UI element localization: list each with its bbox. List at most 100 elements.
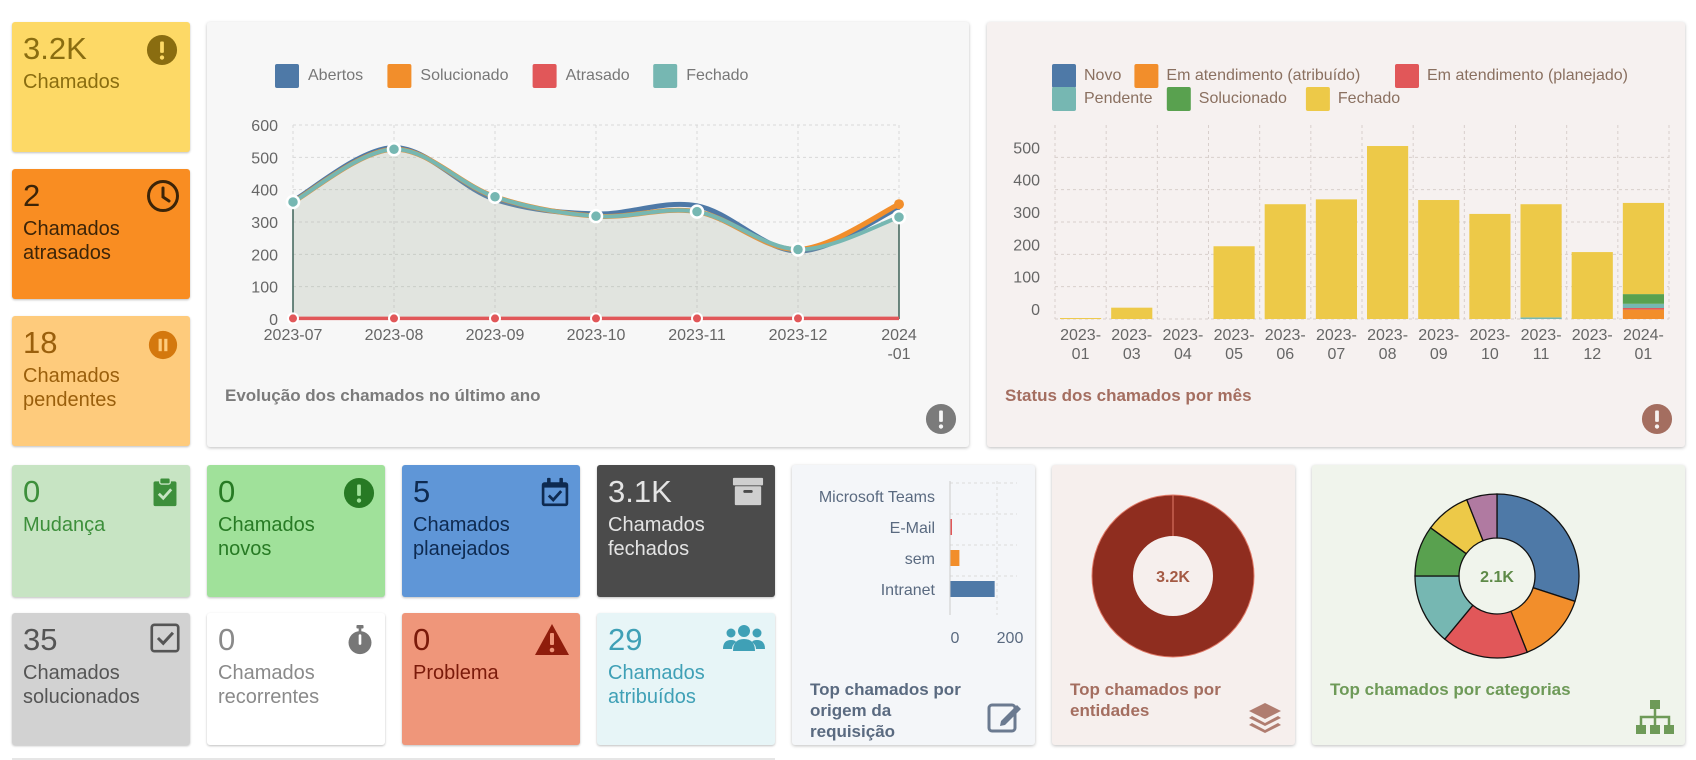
- calendar-check-icon: [541, 477, 569, 507]
- legend-label: Em atendimento (atribuído): [1166, 67, 1360, 84]
- kpi-fechados[interactable]: 3.1K Chamados fechados: [597, 465, 775, 597]
- kpi-chamados[interactable]: 3.2K Chamados: [12, 22, 190, 152]
- x-tick-label: 2023-: [1111, 327, 1152, 344]
- x-tick-label: 2023-: [1214, 327, 1255, 344]
- series-area-fechado: [293, 149, 899, 319]
- x-tick-label: 2023-: [1060, 327, 1101, 344]
- x-tick-label: 2023-11: [668, 327, 726, 344]
- kpi-atrasados[interactable]: 2 Chamados atrasados: [12, 169, 190, 299]
- y-tick-label: 500: [1013, 140, 1040, 157]
- data-point-fechado: [891, 209, 907, 225]
- kpi-label: Chamados atribuídos: [608, 662, 705, 708]
- origem-hbar-chart: Microsoft Teams E-Mail sem Intranet 0 200: [819, 481, 1024, 647]
- bar-segment-fechado: [1315, 199, 1357, 319]
- legend-label: Fechado: [1338, 90, 1400, 107]
- kpi-atribuidos[interactable]: 29 Chamados atribuídos: [597, 613, 775, 745]
- kpi-label: Chamados planejados: [413, 514, 510, 560]
- x-tick-label: 2023-: [1572, 327, 1613, 344]
- clipboard-check-icon: [153, 477, 177, 507]
- y-tick-label: 0: [269, 312, 278, 329]
- kpi-label: Chamados recorrentes: [218, 662, 320, 708]
- x-tick-label: 2023-: [1521, 327, 1562, 344]
- x-tick-label: 2023-: [1469, 327, 1510, 344]
- kpi-value: 5: [413, 474, 431, 509]
- category-label: sem: [905, 551, 935, 568]
- exclamation-circle-icon[interactable]: [925, 403, 957, 435]
- donut-slice: [1465, 493, 1498, 542]
- pause-circle-icon: [148, 330, 178, 360]
- kpi-pendentes[interactable]: 18 Chamados pendentes: [12, 316, 190, 446]
- edit-icon[interactable]: [987, 699, 1023, 735]
- legend-swatch: [653, 64, 678, 88]
- legend-swatch: [1052, 87, 1076, 111]
- bar: [950, 519, 952, 535]
- y-tick-label: 400: [251, 183, 278, 200]
- kpi-mudanca[interactable]: 0 Mudança: [12, 465, 190, 597]
- x-tick-label: 2023-12: [769, 327, 828, 344]
- bar-segment-fechado: [1520, 204, 1562, 318]
- exclamation-circle-icon[interactable]: [1641, 403, 1673, 435]
- category-label: Intranet: [881, 582, 936, 599]
- y-tick-label: 100: [1013, 270, 1040, 287]
- status-bar-chart: Novo Em atendimento (atribuído) Em atendim…: [1013, 64, 1670, 363]
- kpi-solucionados[interactable]: 35 Chamados solucionados: [12, 613, 190, 745]
- entidades-donut-chart: 3.2K: [1091, 494, 1255, 658]
- data-point-fechado: [588, 208, 604, 224]
- legend-label: Em atendimento (planejado): [1427, 67, 1628, 84]
- kpi-novos[interactable]: 0 Chamados novos: [207, 465, 385, 597]
- legend-swatch: [1395, 64, 1419, 88]
- panel-evolucao-chamados: Abertos Solucionado Atrasado Fechado 0 100 200…: [207, 22, 969, 447]
- bar-segment-fechado: [1622, 202, 1664, 295]
- y-tick-label: 200: [251, 247, 278, 264]
- legend-label: Solucionado: [420, 67, 508, 84]
- panel-title: Evolução dos chamados no último ano: [225, 386, 541, 405]
- x-tick-label: 2023-09: [466, 327, 525, 344]
- kpi-label: Chamados novos: [218, 514, 315, 560]
- kpi-label: Mudança: [23, 514, 106, 536]
- bar-segment-fechado: [1060, 318, 1102, 320]
- x-tick-label: 04: [1174, 346, 1192, 363]
- legend-swatch: [1305, 87, 1330, 111]
- bar-segment-em-atendimento-planejado-: [1622, 308, 1664, 310]
- kpi-value: 3.2K: [23, 31, 87, 66]
- bar-segment-fechado: [1571, 252, 1613, 319]
- bar-segment-fechado: [1111, 307, 1153, 319]
- x-tick-label: 0: [951, 630, 960, 647]
- kpi-label: Chamados fechados: [608, 514, 705, 560]
- data-point-fechado: [285, 194, 301, 210]
- kpi-value: 0: [218, 474, 236, 509]
- x-tick-label: 2023-: [1265, 327, 1306, 344]
- categorias-donut-chart: 2.1K: [1414, 493, 1580, 659]
- area-chart: Abertos Solucionado Atrasado Fechado 0 100 200…: [251, 64, 917, 363]
- x-tick-label: 2023-08: [365, 327, 424, 344]
- sitemap-icon[interactable]: [1635, 699, 1675, 735]
- panel-title: Status dos chamados por mês: [1005, 386, 1252, 405]
- legend-swatch: [387, 64, 412, 88]
- x-tick-label: -01: [887, 346, 910, 363]
- x-tick-label: 11: [1533, 346, 1550, 363]
- donut-center-label: 3.2K: [1156, 569, 1190, 586]
- x-tick-label: 03: [1123, 346, 1141, 363]
- kpi-recorrentes[interactable]: 0 Chamados recorrentes: [207, 613, 385, 745]
- x-tick-label: 05: [1225, 346, 1243, 363]
- x-tick-label: 200: [997, 630, 1024, 647]
- legend-label: Solucionado: [1199, 90, 1287, 107]
- kpi-problema[interactable]: 0 Problema: [402, 613, 580, 745]
- x-tick-label: 2023-10: [567, 327, 626, 344]
- panel-origem-requisicao: Microsoft Teams E-Mail sem Intranet 0 200 Top…: [792, 465, 1035, 745]
- data-point-solucionado: [894, 199, 904, 210]
- kpi-label: Chamados solucionados: [23, 662, 140, 708]
- stopwatch-icon: [348, 625, 372, 655]
- category-label: Microsoft Teams: [819, 489, 935, 506]
- x-tick-label: 2024: [881, 327, 917, 344]
- legend-label: Atrasado: [566, 67, 630, 84]
- legend-swatch: [1134, 64, 1159, 88]
- data-point-atrasado: [691, 312, 703, 325]
- kpi-planejados[interactable]: 5 Chamados planejados: [402, 465, 580, 597]
- x-tick-label: 2023-: [1367, 327, 1408, 344]
- bar-segment-fechado: [1213, 246, 1255, 319]
- panel-title: Top chamados por categorias: [1330, 680, 1571, 699]
- bar-segment-fechado: [1367, 146, 1409, 319]
- bar: [950, 581, 995, 597]
- layers-icon[interactable]: [1247, 701, 1283, 735]
